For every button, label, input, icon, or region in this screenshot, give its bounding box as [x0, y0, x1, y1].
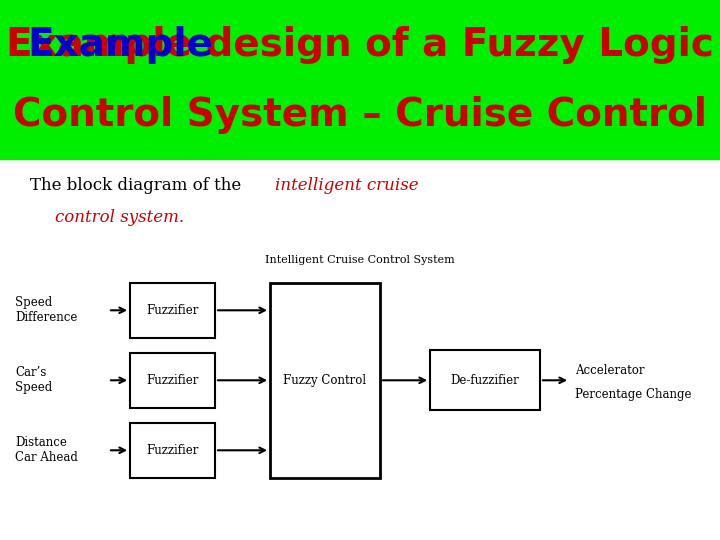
Text: Car’s
Speed: Car’s Speed: [15, 366, 53, 394]
Text: intelligent cruise: intelligent cruise: [275, 177, 418, 194]
Text: De-fuzzifier: De-fuzzifier: [451, 374, 519, 387]
Bar: [430, 350, 540, 410]
Text: Example design of a Fuzzy Logic: Example design of a Fuzzy Logic: [6, 25, 714, 64]
Bar: [130, 353, 215, 408]
Text: Control System – Cruise Control: Control System – Cruise Control: [13, 96, 707, 134]
Text: Intelligent Cruise Control System: Intelligent Cruise Control System: [265, 255, 455, 265]
Text: Example: Example: [27, 25, 213, 64]
Text: Fuzzifier: Fuzzifier: [146, 304, 199, 317]
Bar: [270, 283, 380, 478]
Text: Fuzzifier: Fuzzifier: [146, 444, 199, 457]
Text: Percentage Change: Percentage Change: [575, 388, 691, 401]
Text: The block diagram of the: The block diagram of the: [30, 177, 246, 194]
Text: Speed
Difference: Speed Difference: [15, 296, 77, 325]
Text: Fuzzifier: Fuzzifier: [146, 374, 199, 387]
Text: Fuzzy Control: Fuzzy Control: [284, 374, 366, 387]
Bar: [130, 283, 215, 338]
Text: Distance
Car Ahead: Distance Car Ahead: [15, 436, 78, 464]
Text: Accelerator: Accelerator: [575, 364, 644, 377]
Text: control system.: control system.: [55, 210, 184, 226]
Bar: [130, 423, 215, 478]
